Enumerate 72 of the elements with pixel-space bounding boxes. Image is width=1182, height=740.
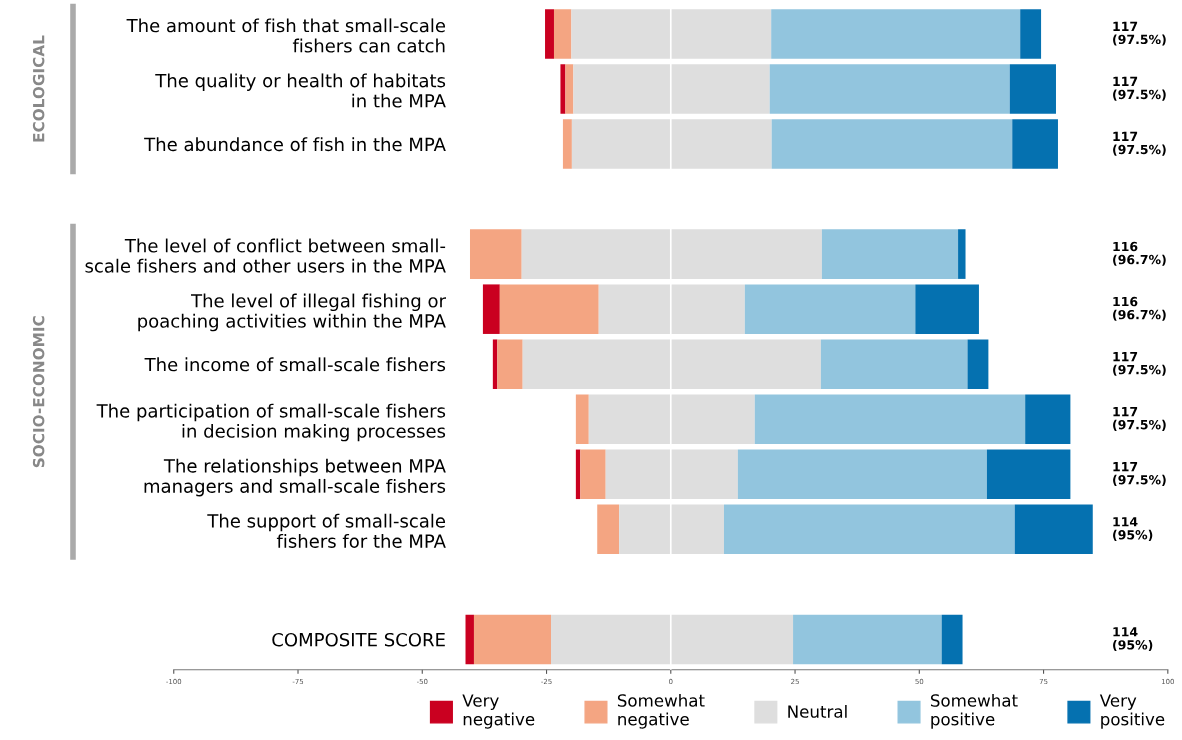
bar — [553, 9, 572, 59]
bar — [565, 64, 574, 114]
bar — [958, 229, 966, 279]
bar — [986, 449, 1071, 500]
annotation: 116 (96.7%) — [1113, 241, 1166, 266]
bar — [769, 64, 1010, 114]
annotation: 117 (97.5%) — [1113, 76, 1166, 101]
annotation: 116 (96.7%) — [1113, 296, 1166, 321]
y-tick-label: The level of conflict between small- scale fishers and other users in the MPA — [85, 238, 446, 273]
annotation: 117 (97.5%) — [1113, 21, 1166, 46]
bar — [771, 9, 1021, 59]
bar — [482, 284, 500, 334]
bar — [465, 614, 474, 665]
bar — [793, 614, 942, 665]
bar — [821, 229, 959, 279]
bar — [562, 119, 572, 169]
text: SOCIO-ECONOMIC — [32, 316, 45, 468]
bar — [571, 119, 772, 169]
bar — [545, 9, 554, 59]
legend-label: Very negative — [462, 694, 535, 729]
y-tick-label: The participation of small-scale fishers in decision making processes — [96, 403, 446, 442]
bar — [723, 504, 1015, 555]
bar — [551, 614, 794, 665]
bar — [754, 394, 1026, 445]
annotation: 117 (97.5%) — [1113, 407, 1166, 431]
bar — [1020, 9, 1042, 59]
bar — [598, 284, 745, 334]
bar — [492, 339, 498, 389]
bar — [573, 64, 770, 114]
bar — [522, 339, 821, 389]
annotation: 117 (97.5%) — [1113, 352, 1166, 376]
y-tick-label: COMPOSITE SCORE — [272, 632, 445, 647]
bar — [1025, 394, 1071, 445]
bar — [497, 339, 523, 389]
bar — [744, 284, 916, 334]
y-tick-label: The amount of fish that small-scale fishers can catch — [126, 18, 446, 53]
bar — [560, 64, 566, 114]
bar — [1014, 504, 1093, 555]
bar — [575, 394, 589, 445]
annotation: 117 (97.5%) — [1113, 462, 1166, 486]
legend-label: Somewhat positive — [930, 693, 1018, 729]
y-tick-label: The quality or health of habitats in the MPA — [155, 73, 446, 108]
bar — [499, 284, 599, 334]
bar — [737, 449, 987, 500]
annotation: 114 (95%) — [1113, 627, 1153, 652]
bar — [521, 229, 822, 279]
y-tick-label: The level of illegal fishing or poaching activities within the MPA — [138, 293, 446, 332]
bar — [967, 339, 989, 389]
bar — [605, 449, 738, 500]
bar — [915, 284, 979, 334]
bar — [597, 504, 620, 555]
y-tick-label: The relationships between MPA managers and small-scale fishers — [144, 458, 446, 497]
bar — [469, 229, 522, 279]
bar — [588, 394, 755, 445]
bar — [619, 504, 724, 555]
legend-label: Very positive — [1099, 694, 1165, 729]
bar — [941, 614, 963, 665]
y-tick-label: The abundance of fish in the MPA — [144, 137, 446, 152]
legend-label: Somewhat negative — [617, 693, 705, 729]
y-tick-label: The income of small-scale fishers — [144, 357, 446, 372]
annotation: 114 (95%) — [1113, 517, 1153, 541]
bar — [473, 614, 551, 665]
annotation: 117 (97.5%) — [1113, 131, 1166, 156]
bar — [820, 339, 968, 389]
bar — [1009, 64, 1056, 114]
text: ECOLOGICAL — [32, 35, 45, 142]
bar — [571, 9, 772, 59]
y-tick-label: The support of small-scale fishers for the MPA — [207, 513, 446, 548]
legend-label: Neutral — [788, 704, 847, 718]
bar — [1012, 119, 1058, 169]
bar — [771, 119, 1013, 169]
bar — [580, 449, 606, 500]
